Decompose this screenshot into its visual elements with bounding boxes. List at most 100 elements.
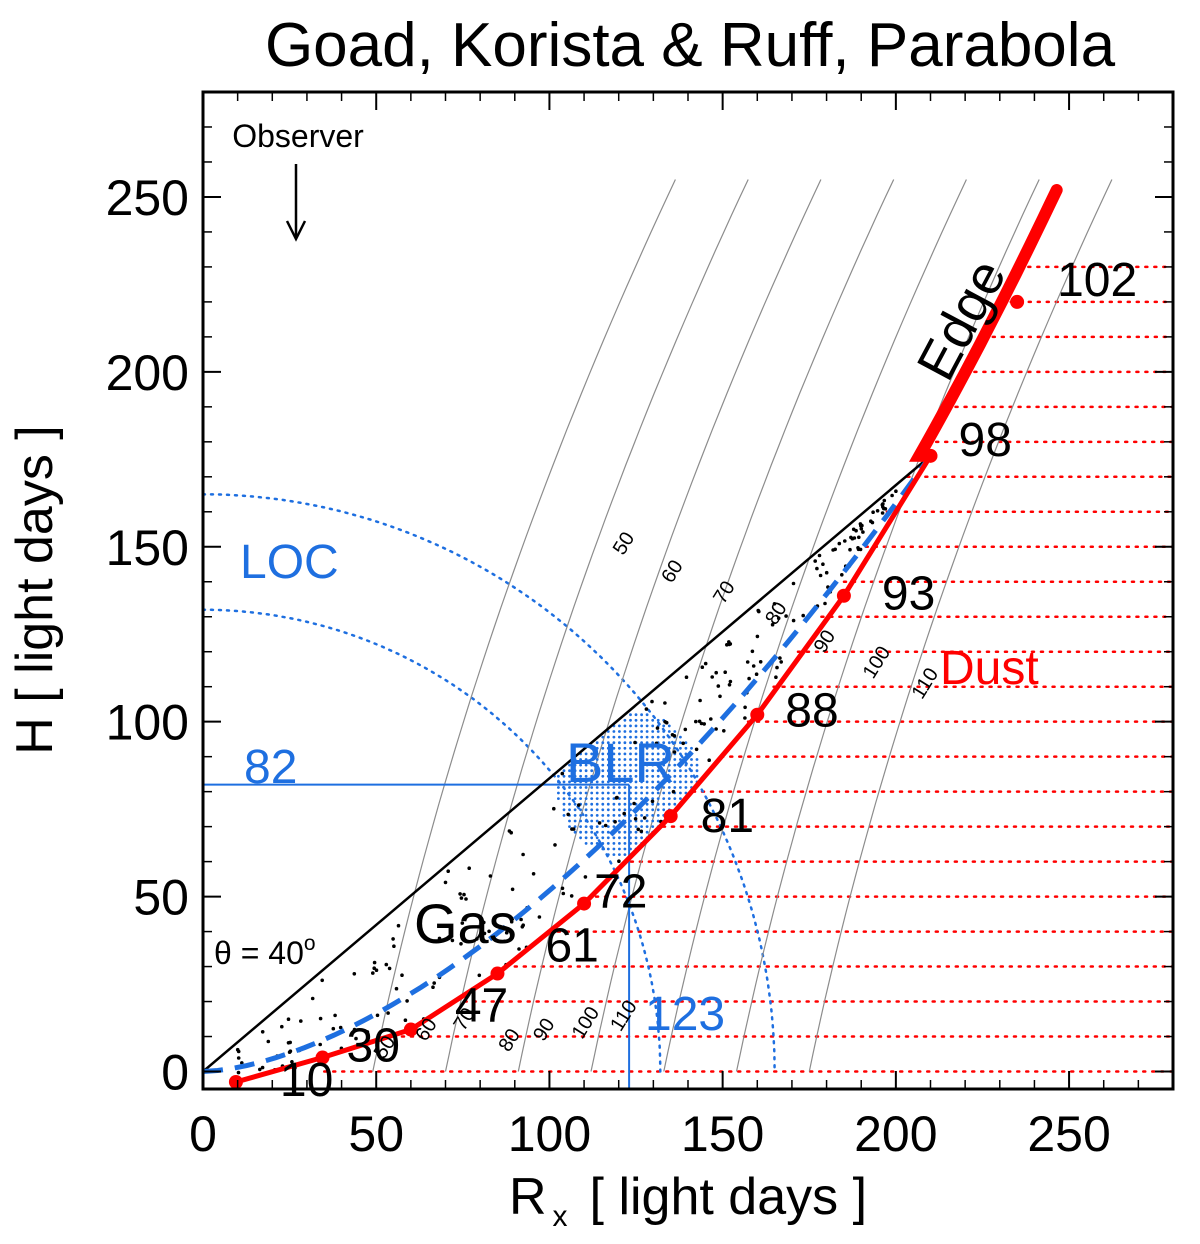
dust-edge-point	[923, 448, 938, 463]
blr-dot	[612, 842, 616, 845]
blr-dot	[573, 819, 577, 823]
blr-dot	[584, 802, 588, 806]
blr-dot	[645, 763, 649, 767]
blr-dot	[557, 791, 560, 795]
blr-dot	[623, 724, 627, 728]
blr-dot	[662, 724, 666, 728]
blr-dot	[634, 836, 638, 840]
gas-dot	[437, 936, 442, 941]
blr-dot	[606, 847, 610, 851]
gas-dot	[699, 721, 704, 726]
blr-dot	[601, 808, 605, 812]
blr-dot	[623, 780, 627, 784]
blr-dot	[634, 730, 638, 733]
blr-dot	[651, 819, 655, 823]
blr-dot	[612, 758, 616, 761]
blr-dot	[673, 786, 677, 789]
gas-dot	[776, 616, 781, 620]
gas-dot	[817, 553, 822, 558]
gas-dot	[537, 915, 542, 919]
blr-dot	[568, 786, 571, 789]
blr-dot	[634, 780, 638, 784]
blr-dot	[634, 825, 638, 828]
blr-dot	[584, 752, 588, 756]
blr-dot	[606, 797, 610, 800]
blr-dot	[679, 786, 682, 789]
blr-dot	[590, 774, 594, 778]
dust-edge-point-label: 10	[280, 1054, 333, 1107]
gas-dot	[488, 874, 493, 878]
y-tick-label: 100	[106, 695, 189, 751]
blr-dot	[595, 825, 599, 828]
blr-dot	[568, 808, 571, 812]
contour-label-top: 60	[657, 556, 687, 587]
gas-dot	[650, 699, 654, 704]
gas-dot	[400, 973, 404, 977]
y-tick-label: 0	[161, 1045, 189, 1101]
contour-label-bottom: 90	[529, 1015, 559, 1046]
blr-dot	[640, 735, 643, 739]
blr-dot	[606, 746, 610, 750]
gas-dot	[475, 937, 479, 941]
blr-dot	[601, 780, 605, 784]
gas-dot	[770, 622, 775, 627]
gas-dot	[843, 539, 847, 543]
blr-dot	[629, 780, 632, 784]
blr-dot	[573, 763, 577, 767]
blr-dot	[601, 769, 605, 773]
cone-line	[203, 454, 932, 1073]
blr-dot	[568, 791, 571, 795]
blr-dot	[651, 791, 655, 795]
blr-dot	[667, 741, 671, 745]
blr-dot	[623, 758, 627, 761]
blr-dot	[584, 758, 588, 761]
blr-dot	[606, 763, 610, 767]
blr-dot	[584, 786, 588, 789]
gas-dot	[779, 660, 783, 664]
blr-dot	[579, 786, 582, 789]
blr-dot	[573, 808, 577, 812]
gas-dot	[700, 665, 705, 669]
x-tick-label: 150	[681, 1106, 764, 1162]
blr-dot	[601, 752, 605, 756]
blr-dot	[662, 774, 666, 778]
blr-dot	[579, 774, 582, 778]
blr-dot	[584, 830, 588, 834]
blr-dot	[690, 769, 693, 773]
blr-dot	[618, 853, 621, 856]
gas-dot	[774, 675, 778, 679]
blr-dot	[662, 797, 666, 800]
blr-dot	[595, 741, 599, 745]
blr-dot	[634, 786, 638, 789]
blr-dot	[679, 752, 682, 756]
blr-dot	[629, 730, 632, 733]
gas-dot	[394, 986, 399, 991]
blr-dot	[629, 713, 632, 717]
edge-label: Edge	[906, 250, 1018, 390]
gas-dot	[727, 640, 731, 644]
gas-dot	[331, 1026, 336, 1031]
gas-dot	[569, 894, 574, 898]
blr-dot	[606, 853, 610, 856]
blr-dot	[606, 769, 610, 773]
gas-dot	[603, 823, 608, 828]
blr-dot	[595, 763, 599, 767]
gas-dot	[287, 1050, 292, 1054]
blr-dot	[595, 836, 599, 840]
gas-dot	[338, 1025, 343, 1030]
blr-dot	[601, 763, 605, 767]
blr-dot	[618, 814, 621, 817]
gas-dot	[684, 675, 689, 679]
gas-dot	[622, 811, 626, 816]
blr-dot	[623, 786, 627, 789]
blr-dot	[584, 774, 588, 778]
blr-dot	[557, 774, 560, 778]
gas-dot	[632, 801, 636, 806]
blr-dot	[584, 769, 588, 773]
gas-dot	[459, 896, 464, 900]
gas-dot	[365, 1030, 370, 1034]
blr-dot	[612, 802, 616, 806]
blr-dot	[590, 758, 594, 761]
blr-label: BLR	[566, 731, 675, 794]
dust-edge-point-label: 47	[455, 980, 508, 1033]
